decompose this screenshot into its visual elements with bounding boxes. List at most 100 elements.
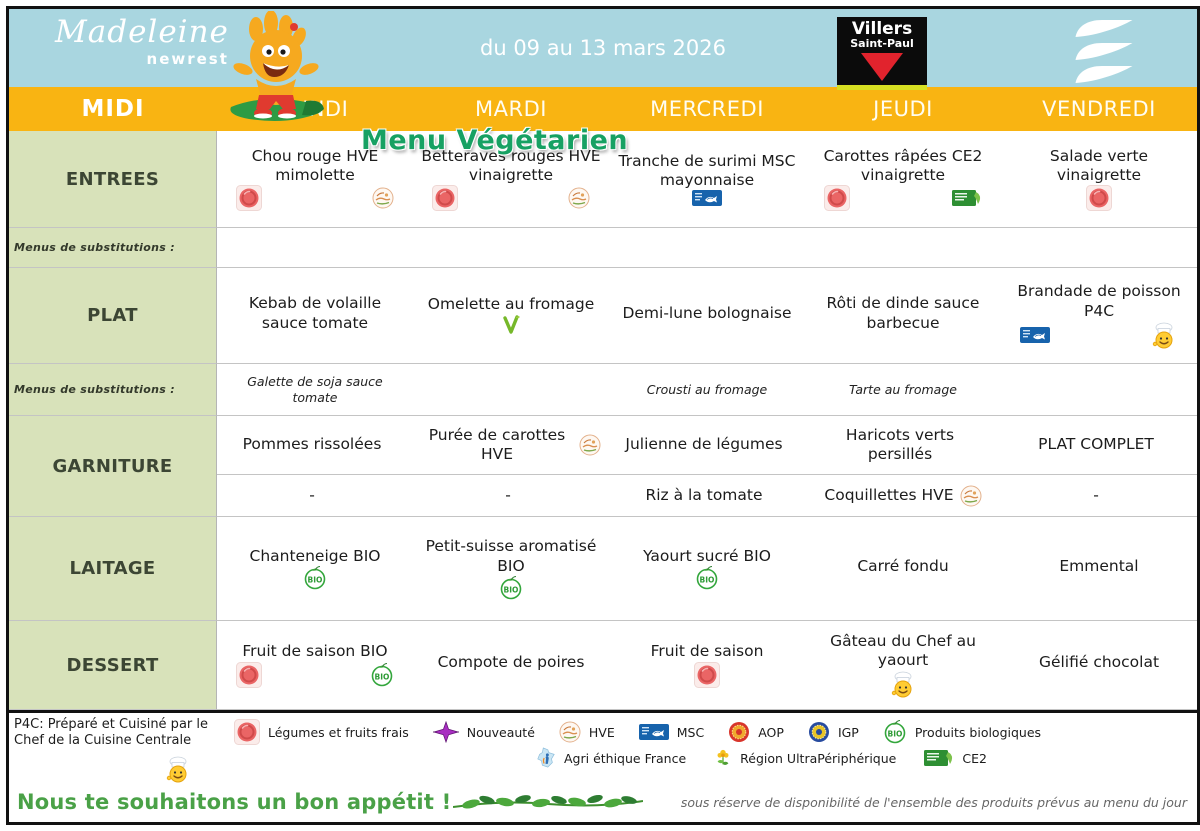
msc-icon: [691, 190, 722, 207]
menu-cell-dessert-mardi: Compote de poires: [413, 621, 609, 710]
menu-cell-laitage-vendredi: Emmental: [1001, 517, 1197, 621]
menu-cell-garniture1-mardi: Purée de carottes HVE: [413, 416, 609, 475]
legend-label: Nouveauté: [466, 724, 535, 740]
dish-text: Betteraves rouges HVE vinaigrette: [421, 146, 601, 184]
dish-text: -: [309, 485, 315, 504]
row-label-laitage: LAITAGE: [9, 517, 217, 621]
legend-icon-slot: [559, 721, 581, 743]
ce2-icon: [952, 189, 982, 207]
dish-icons: [824, 670, 982, 698]
legend-item: CE2: [924, 749, 987, 767]
dish-icons: [960, 485, 982, 507]
city-logo-line2: Saint-Paul: [850, 37, 914, 50]
leaves-decoration-icon: [453, 794, 644, 809]
hve-icon: [960, 485, 982, 507]
aop-icon: [728, 721, 750, 743]
hve-icon: [559, 721, 581, 743]
dish-text: Carottes râpées CE2 vinaigrette: [823, 146, 983, 184]
hve-icon: [579, 434, 601, 456]
menu-cell-subst1-vendredi: [1001, 228, 1197, 268]
menu-poster: Madeleine newrest du 09 au 13 mars 2026 …: [6, 6, 1200, 825]
menu-cell-plat-jeudi: Rôti de dinde sauce barbecue: [805, 268, 1001, 364]
dish-text: Purée de carottes HVE: [428, 425, 566, 463]
menu-cell-dessert-jeudi: Gâteau du Chef au yaourt: [805, 621, 1001, 710]
dish-text: -: [1093, 485, 1099, 504]
dish-text: Carré fondu: [857, 556, 949, 575]
dish-text: Compote de poires: [437, 653, 585, 672]
day-header-jeudi: JEUDI: [873, 97, 933, 121]
menu-cell-entrees-mercredi: Tranche de surimi MSC mayonnaise: [609, 131, 805, 228]
fresh-produce-icon: [823, 185, 850, 212]
footer-strip: Nous te souhaitons un bon appétit !: [9, 785, 1197, 819]
legend-label: Produits biologiques: [914, 724, 1042, 740]
chef-icon: [889, 670, 917, 698]
menu-cell-plat-lundi: Kebab de volaille sauce tomate: [217, 268, 413, 364]
legend-label: Légumes et fruits frais: [268, 724, 409, 740]
day-header-mardi: MARDI: [475, 97, 547, 121]
city-logo-triangle: [861, 53, 903, 82]
week-date-range: du 09 au 13 mars 2026: [480, 36, 726, 60]
city-logo-bar: [837, 85, 927, 91]
dish-text: Coquillettes HVE: [824, 485, 954, 504]
legend-item: Nouveauté: [432, 721, 535, 743]
menu-cell-garniture1-jeudi: Haricots verts persillés: [805, 416, 1001, 475]
menu-cell-dessert-lundi: Fruit de saison BIO BIO: [217, 621, 413, 710]
menu-cell-subst1-lundi: [217, 228, 413, 268]
dish-text: Pommes rissolées: [242, 435, 382, 454]
menu-cell-subst2-lundi: Galette de soja sauce tomate: [217, 364, 413, 416]
legend-label: HVE: [588, 724, 615, 740]
hve-icon: [568, 187, 590, 209]
legend-label: Agri éthique France: [564, 750, 687, 766]
menu-cell-garniture1-lundi: Pommes rissolées: [217, 416, 413, 475]
menu-grid: ENTREES Chou rouge HVE mimolette Bettera…: [9, 131, 1197, 710]
legend-icon-slot: [234, 719, 260, 745]
dish-text: Galette de soja sauce tomate: [247, 373, 383, 405]
dish-icons: [579, 434, 601, 456]
menu-cell-laitage-jeudi: Carré fondu: [805, 517, 1001, 621]
legend-label: CE2: [962, 750, 987, 766]
dish-icons: [824, 333, 982, 337]
menu-cell-plat-mardi: Omelette au fromage: [413, 268, 609, 364]
menu-cell-garniture2-mercredi: Riz à la tomate: [609, 475, 805, 517]
dish-text: Chou rouge HVE mimolette: [251, 146, 379, 184]
menu-cell-garniture2-vendredi: -: [1001, 475, 1197, 517]
menu-cell-dessert-vendredi: Gélifié chocolat: [1001, 621, 1197, 710]
menu-cell-garniture2-lundi: -: [217, 475, 413, 517]
dish-text: Kebab de volaille sauce tomate: [248, 294, 382, 332]
menu-cell-plat-mercredi: Demi-lune bolognaise: [609, 268, 805, 364]
dish-text: Omelette au fromage: [427, 294, 595, 313]
menu-cell-entrees-mardi: Betteraves rouges HVE vinaigrette: [413, 131, 609, 228]
row-label-entrees: ENTREES: [9, 131, 217, 228]
legend-item: MSC: [638, 724, 704, 740]
legend-label: Région UltraPériphérique: [740, 750, 897, 766]
hve-icon: [372, 187, 394, 209]
dish-icons: [1019, 321, 1178, 349]
legend-section: P4C: Préparé et Cuisiné par le Chef de l…: [9, 710, 1197, 785]
menu-cell-laitage-mercredi: Yaourt sucré BIO BIO: [609, 517, 805, 621]
p4c-note: P4C: Préparé et Cuisiné par le Chef de l…: [9, 713, 216, 785]
svg-text:BIO: BIO: [375, 672, 390, 681]
greeting-text: Nous te souhaitons un bon appétit !: [17, 790, 452, 814]
dish-text: Yaourt sucré BIO: [643, 546, 771, 565]
menu-cell-subst2-mercredi: Crousti au fromage: [609, 364, 805, 416]
agri-ethique-france-icon: [536, 747, 556, 769]
chef-icon-slot: [87, 755, 269, 783]
novelty-star-icon: [432, 721, 459, 743]
legend-icon-slot: [432, 721, 459, 743]
dish-text: Demi-lune bolognaise: [622, 303, 792, 322]
bio-icon: BIO: [370, 662, 394, 687]
dish-icons: [432, 673, 590, 677]
dish-text: Chanteneige BIO: [249, 546, 381, 565]
city-logo: Villers Saint-Paul: [837, 17, 927, 91]
legend-icon-slot: [728, 721, 750, 743]
menu-cell-garniture2-jeudi: Coquillettes HVE: [805, 475, 1001, 517]
svg-text:BIO: BIO: [700, 576, 715, 585]
dish-icons: [823, 185, 982, 212]
menu-cell-subst1-mardi: [413, 228, 609, 268]
legend-row-1: Légumes et fruits frais Nouveauté HVE MS…: [234, 719, 1197, 745]
menu-cell-subst1-jeudi: [805, 228, 1001, 268]
bio-icon: BIO: [883, 720, 907, 744]
menu-cell-entrees-jeudi: Carottes râpées CE2 vinaigrette: [805, 131, 1001, 228]
legend-row-2: Agri éthique France Région UltraPériphér…: [536, 747, 1197, 769]
menu-cell-laitage-lundi: Chanteneige BIO BIO: [217, 517, 413, 621]
